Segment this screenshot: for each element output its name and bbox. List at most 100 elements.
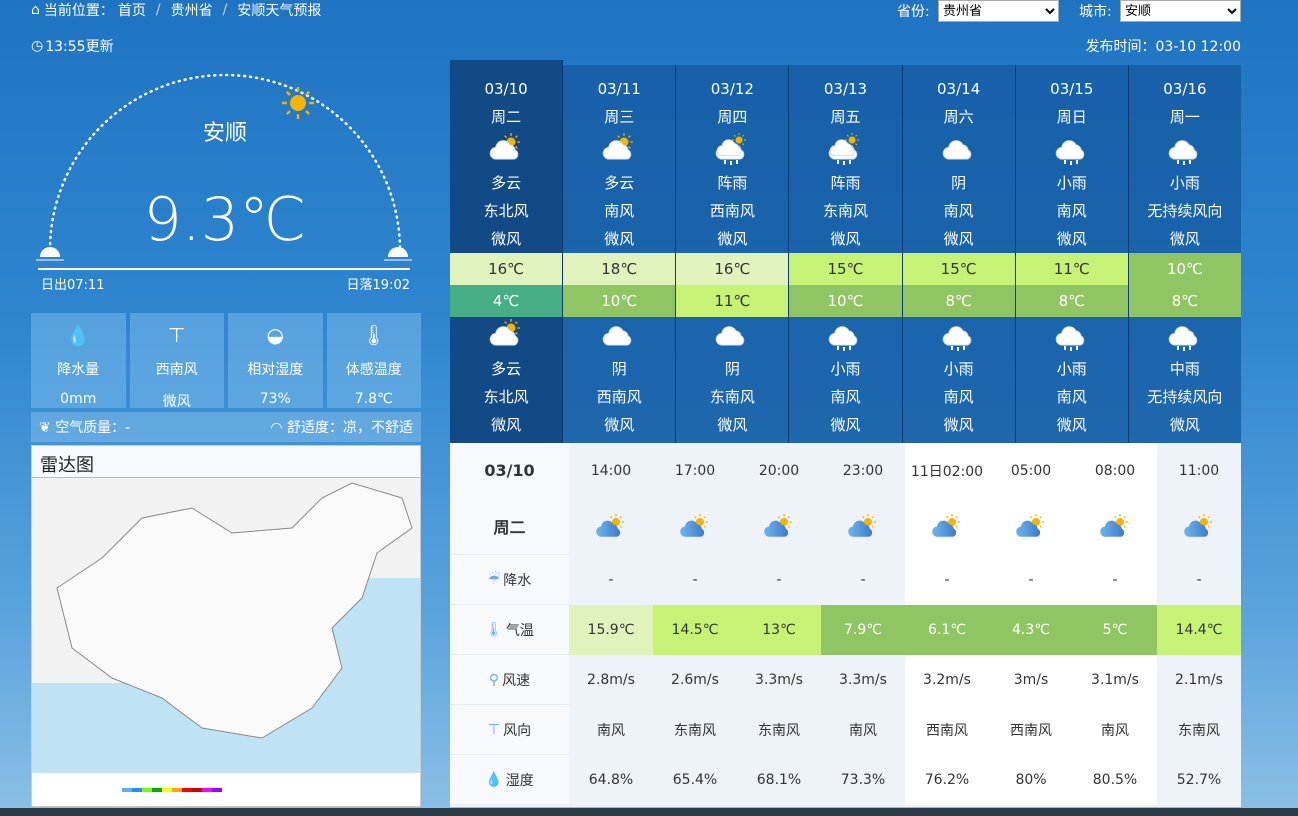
footer-bar (0, 808, 1298, 816)
hourly-hum-cell: 80.5% (1073, 755, 1157, 805)
hourly-hum-cell: 65.4% (672, 772, 718, 788)
humidity-icon: 💧 (485, 771, 503, 788)
day-weather: 小雨 (1056, 174, 1087, 192)
day-weather: 阵雨 (830, 174, 861, 192)
hour-time: 05:00 (989, 443, 1073, 498)
province-select[interactable]: 贵州省 (938, 0, 1059, 22)
day-column[interactable]: 03/15 周日 小雨 南风 微风 11℃ 8℃ 小雨 南风 微风 (1015, 65, 1129, 443)
current-stats: 💧 降水量 0mm ⊤ 西南风 微风 ◒ 相对湿度 73% 🌡 体感温度 7.8℃ (31, 313, 421, 410)
hourly-dir-cell: 西南风 (989, 705, 1073, 755)
partly-cloudy-icon (596, 513, 624, 537)
hourly-dir-cell: 东南风 (1178, 723, 1220, 739)
hourly-temp-cell: 14.5℃ (653, 605, 737, 655)
night-wind-level: 微风 (943, 416, 974, 434)
rain-icon (1055, 326, 1085, 351)
row-label: 风向 (503, 722, 532, 739)
hourly-speed-cell: 3.1m/s (1073, 655, 1157, 705)
night-wind-level: 微风 (604, 416, 635, 434)
night-weather: 小雨 (943, 360, 974, 378)
hourly-speed-cell: 3m/s (989, 655, 1073, 705)
thermometer-icon: 🌡 (485, 621, 503, 638)
low-temp: 10℃ (563, 285, 676, 317)
hourly-precip-cell: - (692, 572, 698, 588)
air-comfort-bar: ❦ 空气质量：- ◠ 舒适度：凉，不舒适 (31, 412, 421, 442)
day-column[interactable]: 03/13 周五 阵雨 东南风 微风 15℃ 10℃ 小雨 南风 微风 (789, 65, 903, 443)
hourly-row-temp: 🌡 气温 15.9℃ 14.5℃ 13℃ 7.9℃ 6.1℃ 4.3℃ 5℃ 14.4℃ (450, 605, 1241, 655)
city-label: 城市: (1079, 4, 1112, 20)
hourly-hum-cell: 73.3% (840, 772, 886, 788)
hourly-precip-cell: - (1196, 572, 1202, 588)
rain-icon (829, 326, 858, 351)
hourly-row-hum: 💧 湿度 64.8% 65.4% 68.1% 73.3% 76.2% 80% 80.5% 52.7… (450, 755, 1241, 805)
night-weather: 小雨 (830, 360, 861, 378)
night-weather: 小雨 (1056, 360, 1087, 378)
hourly-temp-cell: 14.4℃ (1157, 605, 1241, 655)
home-icon: ⌂ (31, 2, 40, 18)
wind-vane-icon: ⊤ (487, 721, 501, 738)
night-wind-level: 微风 (1169, 416, 1200, 434)
stat-humidity: ◒ 相对湿度 73% (228, 313, 323, 408)
day-weather: 阵雨 (717, 174, 748, 192)
rain-icon (1055, 140, 1085, 165)
radar-map[interactable] (32, 478, 420, 806)
day-column[interactable]: 03/14 周六 阴 南风 微风 15℃ 8℃ 小雨 南风 微风 (902, 65, 1016, 443)
night-weather: 多云 (491, 360, 522, 378)
air-quality: 空气质量：- (55, 420, 131, 436)
sun-arc (36, 73, 412, 261)
hourly-row-speed: ⚲ 风速 2.8m/s 2.6m/s 3.3m/s 3.3m/s 3.2m/s 3m/s 3.1… (450, 655, 1241, 705)
sunrise-time: 日出07:11 (41, 278, 105, 293)
rain-icon (1168, 140, 1198, 165)
hour-time: 17:00 (674, 462, 716, 479)
hour-time: 14:00 (590, 462, 632, 479)
hour-time: 08:00 (1073, 443, 1157, 498)
day-date: 03/14 (937, 80, 981, 98)
partly-cloudy-icon (1184, 513, 1212, 537)
night-wind-direction: 南风 (943, 388, 974, 406)
city-name: 安顺 (202, 121, 247, 146)
breadcrumb-home[interactable]: 首页 (117, 3, 146, 19)
high-temp: 11℃ (1015, 253, 1128, 285)
radar-panel: 雷达图 (31, 445, 421, 807)
radar-title: 雷达图 (32, 446, 420, 478)
night-wind-direction: 西南风 (596, 388, 642, 406)
low-temp: 8℃ (1015, 285, 1128, 317)
wind-turbine-icon: ⚲ (488, 671, 500, 688)
day-weather: 小雨 (1169, 174, 1200, 192)
hourly-speed-cell: 3.3m/s (755, 672, 803, 688)
hourly-dir-cell: 西南风 (905, 705, 989, 755)
hourly-hum-cell: 64.8% (588, 772, 634, 788)
day-wind-level: 微风 (717, 230, 748, 248)
city-select[interactable]: 安顺 (1120, 0, 1241, 22)
hourly-dir-cell: 东南风 (758, 723, 800, 739)
day-column[interactable]: 03/12 周四 阵雨 西南风 微风 16℃ 11℃ 阴 东南风 微风 (676, 65, 790, 443)
night-wind-direction: 南风 (1056, 388, 1087, 406)
night-weather: 阴 (611, 360, 627, 378)
day-date: 03/10 (484, 80, 528, 98)
hourly-speed-cell: 3.2m/s (905, 655, 989, 705)
day-column[interactable]: 03/16 周一 小雨 无持续风向 微风 10℃ 8℃ 中雨 无持续风向 微风 (1128, 65, 1241, 443)
day-column[interactable]: 03/10 周二 多云 东北风 微风 16℃ 4℃ 多云 东北风 微风 (450, 60, 564, 443)
sun-icon (282, 87, 314, 119)
province-label: 省份: (897, 4, 930, 20)
comfort-index: 舒适度：凉，不舒适 (287, 420, 413, 436)
night-wind-level: 微风 (1056, 416, 1087, 434)
day-weekday: 周一 (1169, 108, 1200, 126)
day-wind-level: 微风 (830, 230, 861, 248)
row-label: 气温 (505, 622, 534, 639)
day-weekday: 周三 (604, 108, 635, 126)
breadcrumb-province[interactable]: 贵州省 (170, 3, 213, 19)
day-column[interactable]: 03/11 周三 多云 南风 微风 18℃ 10℃ 阴 西南风 微风 (563, 65, 677, 443)
partly-cloudy-icon (764, 513, 792, 537)
day-date: 03/15 (1050, 80, 1094, 98)
low-temp: 8℃ (1128, 285, 1241, 317)
hourly-temp-cell: 15.9℃ (569, 605, 653, 655)
high-temp: 15℃ (789, 253, 902, 285)
partly-cloudy-icon (1100, 513, 1128, 537)
day-weekday: 周五 (830, 108, 861, 126)
night-wind-level: 微风 (717, 416, 748, 434)
hourly-dir-cell: 南风 (597, 723, 625, 739)
leaf-icon: ❦ (39, 420, 56, 436)
humidity-drop-icon: ◒ (266, 323, 284, 347)
horizon-line (38, 268, 410, 270)
day-wind-direction: 无持续风向 (1147, 202, 1223, 220)
